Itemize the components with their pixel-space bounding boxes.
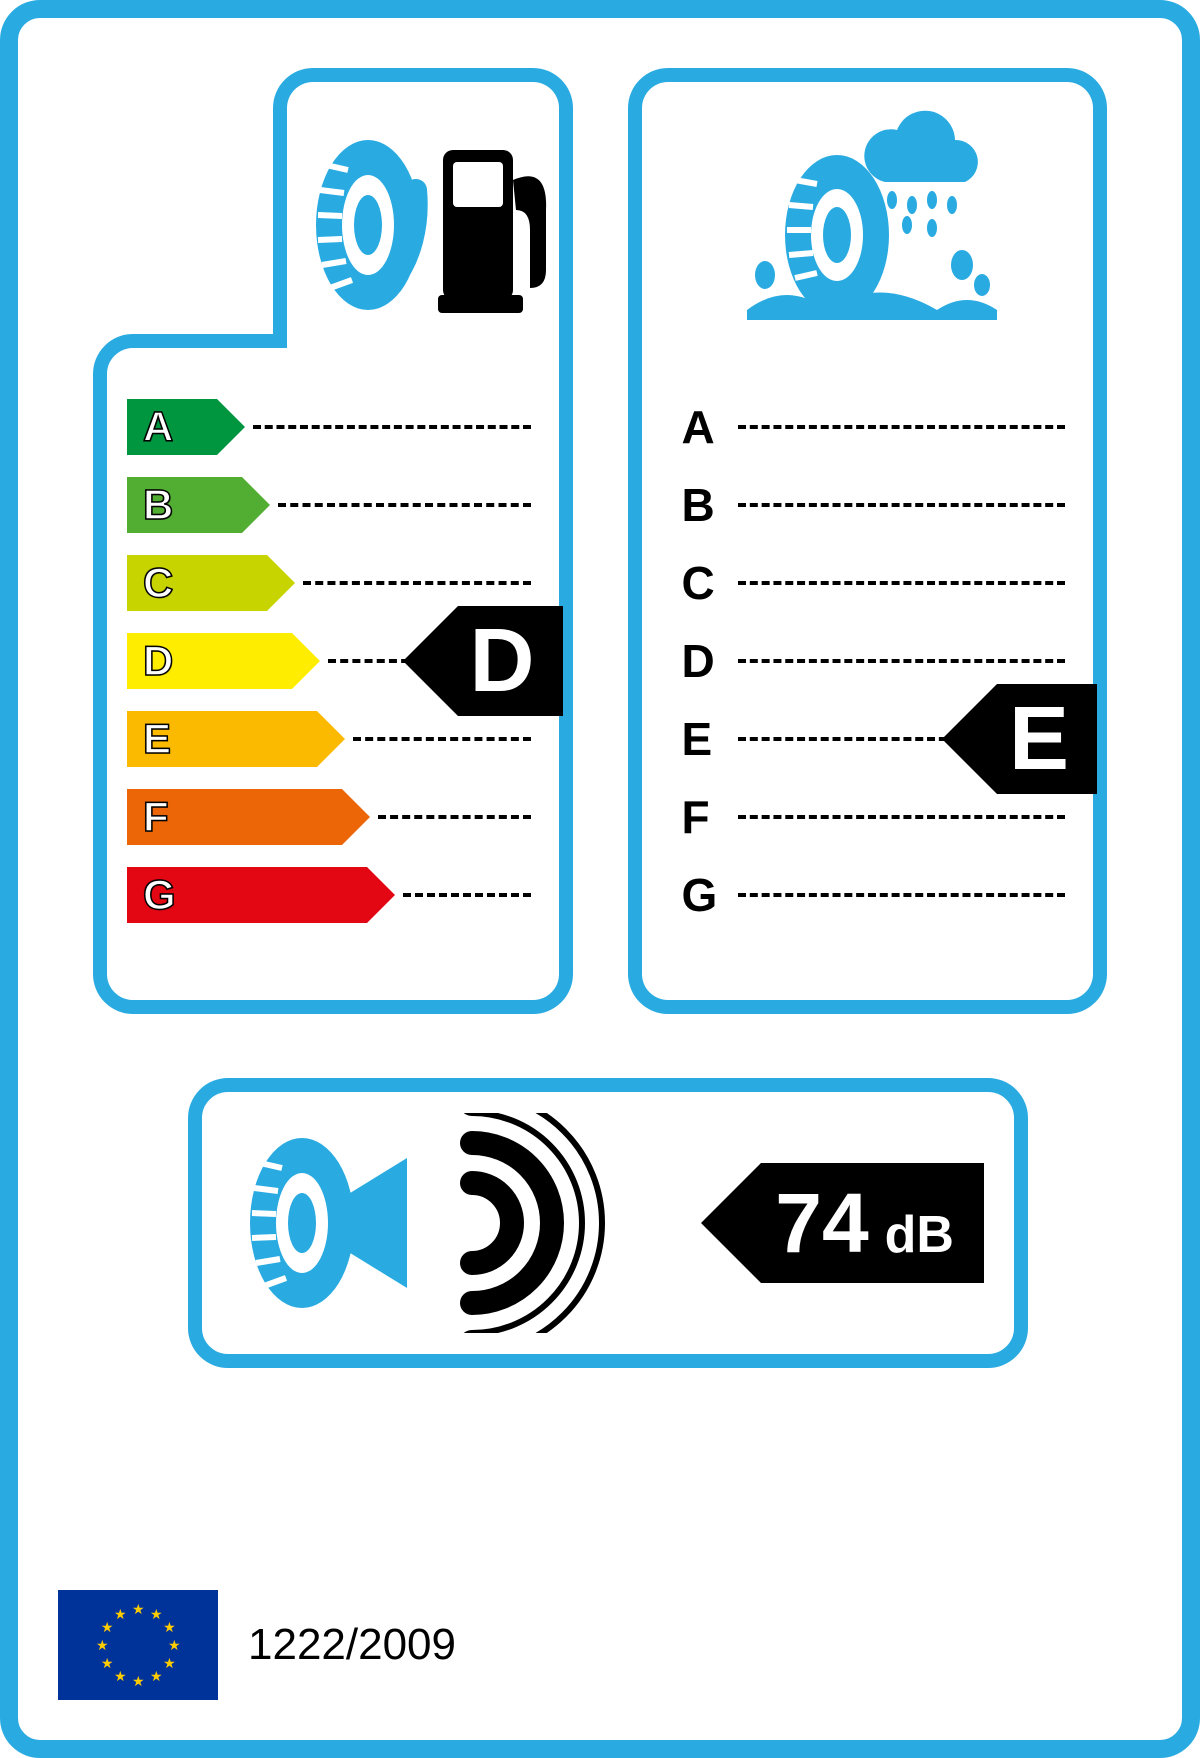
wet-grade-letter-g: G — [682, 868, 730, 922]
wet-grade-letter-f: F — [682, 790, 730, 844]
wet-header — [628, 68, 1108, 348]
grade-band-f: F — [127, 789, 370, 845]
wet-grade-row-b: B — [682, 466, 1074, 544]
grade-band-e: E — [127, 711, 345, 767]
dashline — [403, 893, 531, 897]
dashline — [253, 425, 531, 429]
eu-star: ★ — [168, 1639, 180, 1651]
dashline — [738, 893, 1066, 897]
fuel-efficiency-panel: ABCDEFGD — [93, 68, 573, 1014]
wet-grade-letter-b: B — [682, 478, 730, 532]
noise-unit: dB — [885, 1175, 954, 1295]
fuel-grade-row-a: A — [127, 388, 539, 466]
eu-star: ★ — [101, 1621, 113, 1633]
grade-band-a: A — [127, 399, 245, 455]
sound-waves-icon — [442, 1113, 652, 1333]
wet-grade-row-c: C — [682, 544, 1074, 622]
eu-star: ★ — [101, 1657, 113, 1669]
eu-star: ★ — [132, 1603, 144, 1615]
fuel-grade-row-b: B — [127, 466, 539, 544]
eu-star: ★ — [150, 1670, 162, 1682]
wet-grade-letter-c: C — [682, 556, 730, 610]
wet-body: ABCDEFGE — [628, 348, 1108, 1014]
eu-star: ★ — [114, 1608, 126, 1620]
tyre-fuel-icon — [298, 110, 548, 320]
wet-grade-letter-a: A — [682, 400, 730, 454]
dashline — [378, 815, 531, 819]
eu-star: ★ — [96, 1639, 108, 1651]
wet-grade-letter-d: D — [682, 634, 730, 688]
dashline — [738, 425, 1066, 429]
grade-band-d: D — [127, 633, 320, 689]
dashline — [738, 815, 1066, 819]
tyre-rain-icon — [727, 110, 1007, 320]
wet-grip-panel: ABCDEFGE — [628, 68, 1108, 1014]
fuel-header — [273, 68, 573, 348]
wet-grade-row-a: A — [682, 388, 1074, 466]
regulation-number: 1222/2009 — [248, 1620, 456, 1670]
eu-star: ★ — [163, 1657, 175, 1669]
footer: ★★★★★★★★★★★★ 1222/2009 — [58, 1590, 456, 1700]
wet-grade-letter-e: E — [682, 712, 730, 766]
eu-star: ★ — [114, 1670, 126, 1682]
eu-star: ★ — [132, 1675, 144, 1687]
eu-flag-icon: ★★★★★★★★★★★★ — [58, 1590, 218, 1700]
wet-rating-arrow: E — [942, 684, 1097, 794]
fuel-rating-arrow: D — [403, 606, 563, 716]
grade-band-c: C — [127, 555, 295, 611]
eu-star: ★ — [163, 1621, 175, 1633]
wet-rating-letter: E — [997, 684, 1097, 794]
noise-value: 74 — [775, 1163, 868, 1283]
fuel-body: ABCDEFGD — [93, 334, 573, 1014]
grade-band-b: B — [127, 477, 270, 533]
fuel-grade-row-g: G — [127, 856, 539, 934]
grade-band-g: G — [127, 867, 395, 923]
noise-rating-arrow: 74 dB — [701, 1163, 984, 1283]
fuel-grade-row-f: F — [127, 778, 539, 856]
fuel-rating-letter: D — [458, 606, 563, 716]
noise-panel: 74 dB — [188, 1078, 1028, 1368]
eu-tyre-label: ABCDEFGD — [0, 0, 1200, 1758]
dashline — [353, 737, 531, 741]
wet-grade-row-g: G — [682, 856, 1074, 934]
dashline — [738, 581, 1066, 585]
dashline — [738, 503, 1066, 507]
eu-star: ★ — [150, 1608, 162, 1620]
tyre-speaker-icon — [232, 1118, 432, 1328]
dashline — [278, 503, 531, 507]
dashline — [303, 581, 531, 585]
dashline — [738, 659, 1066, 663]
